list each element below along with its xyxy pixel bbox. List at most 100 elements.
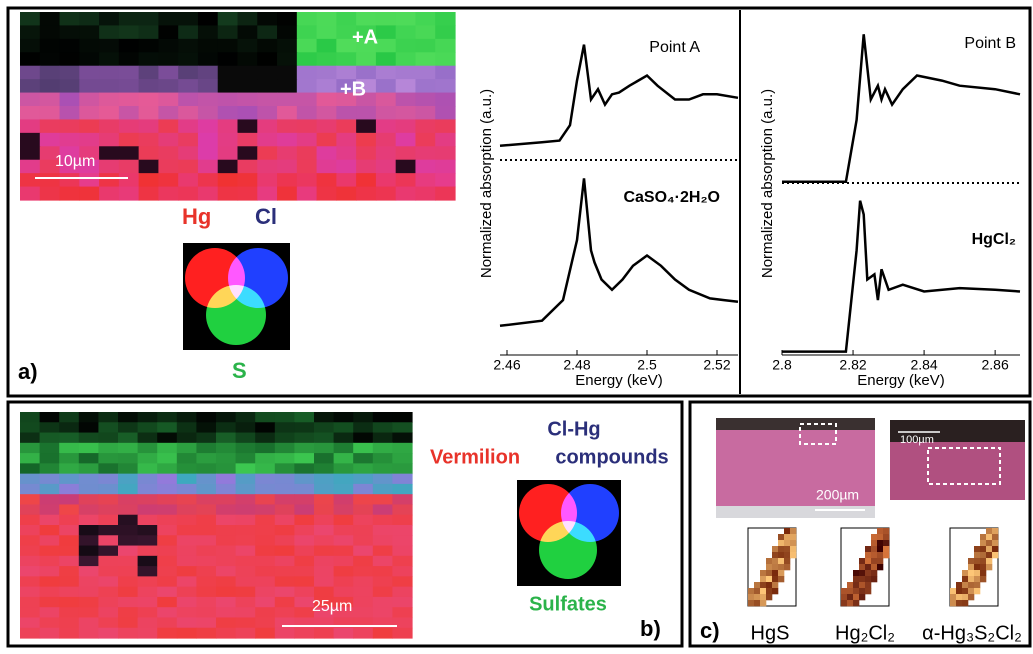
map-cell: [79, 535, 99, 546]
map-cell: [177, 546, 197, 557]
map-cell: [157, 504, 177, 515]
map-cell: [353, 433, 373, 444]
map-cell: [178, 106, 198, 120]
map-cell: [40, 474, 60, 485]
map-cell: [396, 160, 416, 174]
map-cell: [177, 453, 197, 464]
map-cell: [317, 146, 337, 160]
map-cell: [20, 484, 40, 495]
map-cell: [158, 146, 178, 160]
map-cell: [79, 566, 99, 577]
map-cell: [883, 534, 889, 540]
map-cell: [79, 433, 99, 444]
map-cell: [20, 422, 40, 433]
map-cell: [376, 133, 396, 147]
map-cell: [376, 146, 396, 160]
map-cell: [40, 443, 60, 454]
map-cell: [871, 540, 877, 546]
map-cell: [275, 628, 295, 639]
map-cell: [396, 173, 416, 187]
map-cell: [236, 433, 256, 444]
map-cell: [177, 422, 197, 433]
map-cell: [20, 133, 40, 147]
venn-label: S: [232, 358, 247, 383]
map-cell: [178, 146, 198, 160]
map-cell: [198, 93, 218, 107]
spectrum-line: [782, 34, 1020, 182]
map-cell: [139, 119, 159, 133]
map-cell: [877, 546, 883, 552]
map-cell: [118, 494, 138, 505]
map-cell: [790, 528, 796, 534]
map-cell: [859, 558, 865, 564]
map-cell: [317, 106, 337, 120]
map-cell: [435, 79, 455, 93]
map-cell: [119, 79, 139, 93]
map-cell: [373, 515, 393, 526]
map-cell: [119, 52, 139, 66]
map-cell: [138, 443, 158, 454]
map-cell: [754, 588, 760, 594]
map-cell: [139, 133, 159, 147]
map-cell: [277, 119, 297, 133]
map-cell: [778, 540, 784, 546]
map-cell: [198, 146, 218, 160]
map-cell: [158, 52, 178, 66]
map-cell: [79, 106, 99, 120]
map-cell: [790, 546, 796, 552]
spectrum-line: [500, 45, 738, 146]
map-cell: [119, 133, 139, 147]
map-cell: [435, 146, 455, 160]
map-cell: [20, 504, 40, 515]
map-cell: [157, 474, 177, 485]
map-cell: [20, 173, 40, 187]
map-cell: [257, 160, 277, 174]
map-cell: [79, 515, 99, 526]
map-cell: [962, 582, 968, 588]
map-cell: [376, 79, 396, 93]
map-cell: [255, 422, 275, 433]
map-cell: [392, 587, 412, 598]
scale-label: 100µm: [900, 434, 934, 446]
map-cell: [962, 570, 968, 576]
map-cell: [216, 628, 236, 639]
map-cell: [871, 552, 877, 558]
map-cell: [396, 106, 416, 120]
map-cell: [877, 540, 883, 546]
map-cell: [196, 525, 216, 536]
map-cell: [59, 525, 79, 536]
map-cell: [98, 494, 118, 505]
map-cell: [198, 160, 218, 174]
map-cell: [772, 552, 778, 558]
map-cell: [158, 66, 178, 80]
map-cell: [784, 540, 790, 546]
map-cell: [877, 558, 883, 564]
map-cell: [255, 617, 275, 628]
map-cell: [754, 582, 760, 588]
map-cell: [968, 558, 974, 564]
map-cell: [40, 484, 60, 495]
map-cell: [139, 146, 159, 160]
map-cell: [859, 594, 865, 600]
map-cell: [79, 484, 99, 495]
map-cell: [118, 525, 138, 536]
map-cell: [59, 515, 79, 526]
map-cell: [336, 106, 356, 120]
map-cell: [314, 453, 334, 464]
map-cell: [294, 504, 314, 515]
map-cell: [238, 173, 258, 187]
map-cell: [99, 173, 119, 187]
map-cell: [20, 628, 40, 639]
map-cell: [40, 597, 60, 608]
map-cell: [158, 133, 178, 147]
map-cell: [294, 515, 314, 526]
map-cell: [275, 412, 295, 423]
map-cell: [238, 39, 258, 53]
map-cell: [40, 556, 60, 567]
map-cell: [257, 52, 277, 66]
map-cell: [255, 433, 275, 444]
map-cell: [317, 133, 337, 147]
map-cell: [334, 576, 354, 587]
map-cell: [956, 582, 962, 588]
map-cell: [275, 422, 295, 433]
